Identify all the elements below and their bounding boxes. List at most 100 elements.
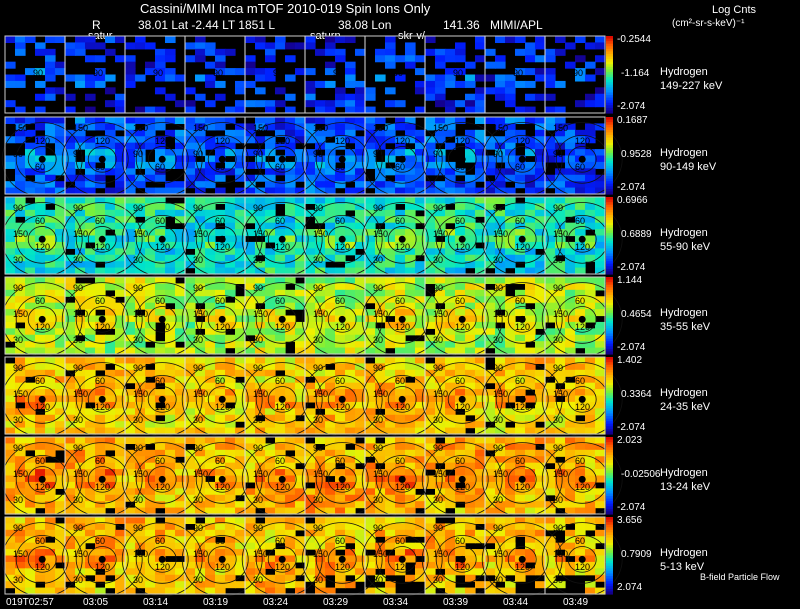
heatmap-cell [405,42,416,50]
heatmap-cell [25,401,36,409]
heatmap-cell [595,389,606,397]
heatmap-cell [65,507,76,515]
heatmap-cell [545,382,556,390]
heatmap-cell [255,241,266,249]
field-contour [481,122,563,197]
heatmap-cell [495,507,506,515]
heatmap-cell [175,241,186,249]
heatmap-cell [55,289,66,297]
heatmap-cell [565,507,576,515]
heatmap-cell [425,334,436,342]
heatmap-cell [385,36,396,44]
heatmap-cell [155,494,166,502]
colorbar-step [606,258,613,262]
heatmap-cell [325,568,336,576]
heatmap-cell [95,296,106,304]
contour-label: 150 [253,309,268,319]
field-contour [27,226,57,253]
heatmap-cell [15,523,26,531]
heatmap-cell [505,168,516,176]
heatmap-cell [105,389,116,397]
heatmap-cell [505,555,516,563]
contour-label: 90 [253,149,263,159]
heatmap-cell [285,427,296,435]
heatmap-cell [55,241,66,249]
contour-label: 120 [455,482,470,492]
heatmap-cell [65,334,76,342]
heatmap-cell [325,449,336,457]
heatmap-cell [235,328,246,336]
planet-marker [518,395,526,403]
contour-label: 90 [313,203,323,213]
heatmap-cell [305,523,316,531]
heatmap-cell [265,401,276,409]
heatmap-cell [65,389,76,397]
heatmap-cell [525,568,536,576]
heatmap-cell [55,414,66,422]
heatmap-cell [535,261,546,269]
heatmap-cell [95,363,106,371]
heatmap-cell [405,181,416,189]
contour-label: 90 [133,523,143,533]
heatmap-cell [155,241,166,249]
heatmap-cell [505,443,516,451]
heatmap-cell [95,549,106,557]
heatmap-cell [505,174,516,182]
heatmap-cell [145,42,156,50]
heatmap-cell [205,517,216,525]
heatmap-cell [485,427,496,435]
heatmap-cell [285,357,296,365]
heatmap-cell [125,328,136,336]
heatmap-cell [55,481,66,489]
heatmap-cell [265,68,276,76]
heatmap-cell [585,203,596,211]
heatmap-cell [205,363,216,371]
heatmap-cell [295,568,306,576]
heatmap-cell [125,267,136,275]
heatmap-cell [215,334,226,342]
heatmap-cell [465,494,476,502]
heatmap-cell [515,549,526,557]
heatmap-cell [35,106,46,114]
heatmap-cell [15,283,26,291]
contour-label: 60 [155,296,165,306]
heatmap-cell [55,321,66,329]
field-contour [147,546,177,573]
heatmap-cell [65,267,76,275]
heatmap-cell [85,523,96,531]
heatmap-cell [115,136,126,144]
heatmap-cell [145,261,156,269]
heatmap-cell [5,181,16,189]
heatmap-cell [345,74,356,82]
heatmap-cell [245,376,256,384]
heatmap-cell [275,449,286,457]
heatmap-cell [285,168,296,176]
heatmap-cell [595,203,606,211]
colorbar-step [606,511,613,515]
heatmap-cell [85,341,96,349]
heatmap-cell [235,187,246,195]
heatmap-cell [375,529,386,537]
heatmap-cell [385,277,396,285]
heatmap-cell [95,443,106,451]
heatmap-cell [585,93,596,101]
heatmap-cell [225,229,236,237]
heatmap-cell [315,241,326,249]
contour-label: 120 [515,136,530,146]
heatmap-cell [385,289,396,297]
heatmap-cell [35,414,46,422]
contour-label: 60 [35,456,45,466]
field-contour [75,375,129,424]
heatmap-cell [355,376,366,384]
heatmap-cell [495,523,506,531]
heatmap-cell [235,529,246,537]
heatmap-cell [435,197,446,205]
heatmap-cell [325,341,336,349]
colorbar-step [606,79,613,83]
heatmap-cell [135,469,146,477]
heatmap-cell [505,561,516,569]
contour-label: 60 [35,376,45,386]
heatmap-cell [385,321,396,329]
colorbar-step [606,367,613,371]
heatmap-cell [5,347,16,355]
